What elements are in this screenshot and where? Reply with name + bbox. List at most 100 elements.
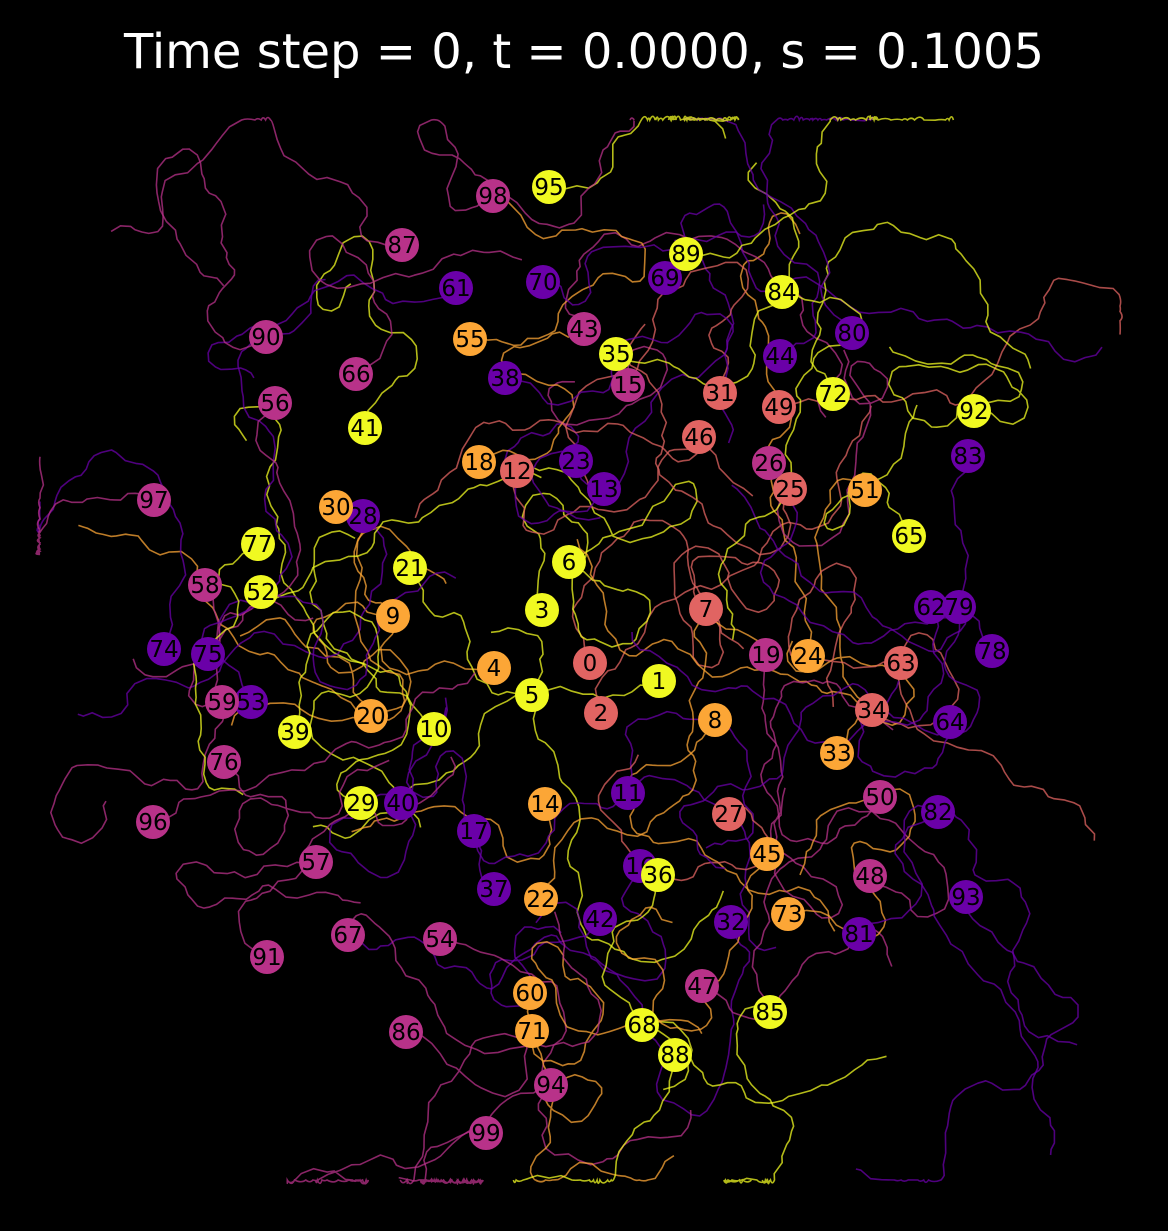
particle-label-62: 62 <box>916 595 945 621</box>
particle-43: 43 <box>567 312 601 346</box>
trail-46 <box>414 418 701 519</box>
particle-13: 13 <box>587 472 621 506</box>
particle-marker-17 <box>457 814 491 848</box>
particle-marker-58 <box>188 568 222 602</box>
particle-11: 11 <box>611 776 645 810</box>
particle-label-61: 61 <box>441 276 470 302</box>
particle-label-26: 26 <box>754 451 783 477</box>
particle-label-77: 77 <box>243 532 272 558</box>
particle-marker-44 <box>763 339 797 373</box>
particle-marker-9 <box>376 599 410 633</box>
particle-49: 49 <box>762 390 796 424</box>
particle-label-1: 1 <box>652 669 667 695</box>
particle-marker-80 <box>835 316 869 350</box>
particle-label-91: 91 <box>252 945 281 971</box>
particle-label-38: 38 <box>490 366 519 392</box>
particle-label-29: 29 <box>346 791 375 817</box>
particle-marker-2 <box>584 696 618 730</box>
particle-label-67: 67 <box>333 923 362 949</box>
particle-marker-29 <box>344 786 378 820</box>
particle-marker-94 <box>534 1068 568 1102</box>
particle-marker-74 <box>147 632 181 666</box>
particle-label-85: 85 <box>755 1000 784 1026</box>
particle-label-97: 97 <box>139 488 168 514</box>
particle-label-54: 54 <box>425 927 454 953</box>
particle-marker-13 <box>587 472 621 506</box>
particle-marker-3 <box>525 593 559 627</box>
particle-label-15: 15 <box>613 373 642 399</box>
particle-99: 99 <box>469 1116 503 1150</box>
trail-15 <box>547 345 669 426</box>
trail-70 <box>542 204 766 306</box>
particle-56: 56 <box>258 386 292 420</box>
particle-35: 35 <box>599 337 633 371</box>
particle-label-31: 31 <box>705 381 734 407</box>
particle-6: 6 <box>552 545 586 579</box>
trail-17 <box>473 774 777 952</box>
particle-91: 91 <box>250 940 284 974</box>
particle-label-64: 64 <box>935 710 964 736</box>
particle-marker-50 <box>863 780 897 814</box>
particle-label-21: 21 <box>395 556 424 582</box>
trail-35 <box>615 162 800 389</box>
particle-marker-91 <box>250 940 284 974</box>
particle-39: 39 <box>278 715 312 749</box>
particle-label-51: 51 <box>850 478 879 504</box>
trail-7 <box>673 545 781 669</box>
particle-89: 89 <box>669 237 703 271</box>
particle-45: 45 <box>750 837 784 871</box>
particle-marker-64 <box>933 705 967 739</box>
particle-10: 10 <box>417 712 451 746</box>
particle-marker-45 <box>750 837 784 871</box>
particle-marker-78 <box>975 634 1009 668</box>
particle-label-71: 71 <box>517 1019 546 1045</box>
particle-66: 66 <box>339 357 373 391</box>
particle-marker-0 <box>573 646 607 680</box>
particle-markers: 0123456789101112131415161718192021222324… <box>136 170 1009 1150</box>
particle-marker-27 <box>712 797 746 831</box>
particle-2: 2 <box>584 696 618 730</box>
particle-70: 70 <box>526 265 560 299</box>
particle-marker-25 <box>773 472 807 506</box>
chart-title: Time step = 0, t = 0.0000, s = 0.1005 <box>123 24 1044 80</box>
particle-marker-56 <box>258 386 292 420</box>
particle-46: 46 <box>682 420 716 454</box>
particle-label-2: 2 <box>594 701 609 727</box>
particle-label-79: 79 <box>944 595 973 621</box>
particle-58: 58 <box>188 568 222 602</box>
particle-marker-36 <box>641 858 675 892</box>
particle-marker-98 <box>476 179 510 213</box>
trail-9 <box>239 601 412 713</box>
trail-82 <box>894 811 1056 1156</box>
particle-label-89: 89 <box>671 242 700 268</box>
trail-90 <box>155 148 267 351</box>
particle-marker-48 <box>853 859 887 893</box>
particle-marker-85 <box>753 995 787 1029</box>
particle-label-36: 36 <box>643 863 672 889</box>
particle-marker-51 <box>848 473 882 507</box>
particle-34: 34 <box>855 693 889 727</box>
particle-marker-26 <box>752 446 786 480</box>
particle-54: 54 <box>423 922 457 956</box>
particle-label-52: 52 <box>246 580 275 606</box>
particle-label-14: 14 <box>530 792 559 818</box>
trail-89 <box>685 115 955 259</box>
particle-label-56: 56 <box>260 391 289 417</box>
trail-69 <box>664 203 1103 363</box>
particle-4: 4 <box>477 651 511 685</box>
particle-label-25: 25 <box>775 477 804 503</box>
trail-48 <box>751 807 950 1016</box>
particle-62: 62 <box>914 590 948 624</box>
particle-74: 74 <box>147 632 181 666</box>
particle-label-11: 11 <box>613 781 642 807</box>
particle-label-98: 98 <box>478 184 507 210</box>
particle-84: 84 <box>765 275 799 309</box>
particle-marker-57 <box>299 845 333 879</box>
particle-marker-77 <box>241 527 275 561</box>
particle-label-9: 9 <box>386 604 401 630</box>
particle-61: 61 <box>439 271 473 305</box>
particle-72: 72 <box>816 377 850 411</box>
particle-label-35: 35 <box>601 342 630 368</box>
particle-label-37: 37 <box>479 877 508 903</box>
